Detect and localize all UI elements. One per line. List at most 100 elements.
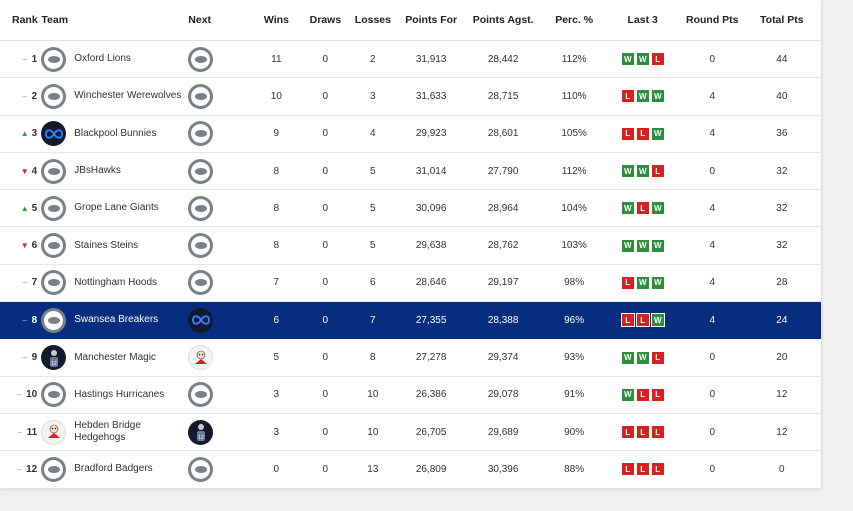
table-row[interactable]: –11 Hebden Bridge Hedgehogs 12 3 0 10 26,705 29… <box>0 414 821 452</box>
perc-cell: 90% <box>564 426 585 438</box>
team-logo-icon[interactable] <box>41 83 67 109</box>
loss-badge: L <box>620 462 635 477</box>
team-logo-icon[interactable] <box>41 46 67 72</box>
table-row[interactable]: –7 Nottingham Hoods 7 0 6 28,646 29,197 98% L W W 4… <box>0 265 821 303</box>
next-opponent-logo-icon[interactable] <box>188 382 214 408</box>
team-logo-icon[interactable] <box>41 158 67 184</box>
round-pts-cell: 0 <box>709 389 716 401</box>
draws-cell: 0 <box>322 352 329 364</box>
losses-cell: 5 <box>370 202 376 214</box>
rank-same-icon: – <box>22 315 27 325</box>
rank-number: 8 <box>31 314 38 326</box>
wins-cell: 8 <box>273 202 280 214</box>
table-body: –1 Oxford Lions 11 0 2 31,913 28,442 112% W W L 0 44… <box>0 41 821 489</box>
next-opponent-logo-icon[interactable] <box>188 121 214 147</box>
header-perc[interactable]: Perc. % <box>555 14 594 26</box>
team-logo-icon[interactable] <box>41 270 67 296</box>
wins-cell: 8 <box>273 240 280 252</box>
header-rank[interactable]: Rank <box>12 14 38 26</box>
next-opponent-logo-icon[interactable] <box>188 456 214 482</box>
table-row[interactable]: –1 Oxford Lions 11 0 2 31,913 28,442 112% W W L 0 44 <box>0 41 821 79</box>
points-for-cell: 31,633 <box>415 90 447 102</box>
rank-cell: –11 <box>0 427 41 438</box>
table-row[interactable]: ▲ 3 Blackpool Bunnies 9 0 4 29,923 28,601 105% L L… <box>0 116 821 153</box>
win-badge: W <box>620 52 635 67</box>
next-opponent-logo-icon[interactable] <box>188 345 214 371</box>
next-opponent-logo-icon[interactable] <box>188 158 214 184</box>
rank-same-icon: – <box>16 464 22 474</box>
team-name[interactable]: Bradford Badgers <box>74 463 153 475</box>
total-pts-cell: 32 <box>776 240 788 252</box>
team-logo-icon[interactable] <box>41 456 67 482</box>
table-row[interactable]: ▲ 5 Grope Lane Giants 8 0 5 30,096 28,964 104% W L… <box>0 190 821 228</box>
next-opponent-logo-icon[interactable] <box>188 307 214 333</box>
header-team[interactable]: Team <box>41 14 69 26</box>
team-logo-icon[interactable] <box>41 419 67 445</box>
header-points-agst[interactable]: Points Agst. <box>472 14 534 26</box>
team-cell: Nottingham Hoods <box>41 270 188 296</box>
team-name[interactable]: Nottingham Hoods <box>74 276 158 288</box>
wins-cell: 8 <box>273 165 280 177</box>
next-opponent-logo-icon[interactable] <box>188 83 214 109</box>
team-logo-icon[interactable] <box>41 195 67 221</box>
points-agst-cell: 30,396 <box>487 463 519 475</box>
header-total-pts[interactable]: Total Pts <box>760 14 804 26</box>
next-opponent-cell <box>188 456 247 482</box>
team-name[interactable]: Blackpool Bunnies <box>74 127 157 139</box>
team-logo-icon[interactable] <box>41 307 67 333</box>
header-points-for[interactable]: Points For <box>405 14 458 26</box>
team-name[interactable]: Staines Steins <box>74 239 139 251</box>
rank-number: 3 <box>31 128 38 140</box>
header-next[interactable]: Next <box>188 14 212 26</box>
table-row[interactable]: ▼ 4 JBsHawks 8 0 5 31,014 27,790 112% W W L 0 32 <box>0 153 821 191</box>
table-row[interactable]: –12 Bradford Badgers 0 0 13 26,809 30,396 88% L L… <box>0 451 821 489</box>
draws-cell: 0 <box>322 128 329 140</box>
header-draws[interactable]: Draws <box>309 14 342 26</box>
win-badge: W <box>635 89 650 104</box>
team-name[interactable]: Hebden Bridge Hedgehogs <box>74 420 141 444</box>
next-opponent-logo-icon[interactable] <box>188 195 214 221</box>
total-pts-cell: 0 <box>779 463 785 475</box>
team-name[interactable]: Swansea Breakers <box>74 314 159 326</box>
table-row[interactable]: –8 Swansea Breakers 6 0 7 27,355 28,388 96% L L W 4… <box>0 302 821 340</box>
team-name[interactable]: Winchester Werewolves <box>74 90 182 102</box>
loss-badge: L <box>620 425 635 440</box>
next-opponent-logo-icon[interactable]: 12 <box>188 419 214 445</box>
next-opponent-logo-icon[interactable] <box>188 270 214 296</box>
next-opponent-logo-icon[interactable] <box>188 46 214 72</box>
next-opponent-logo-icon[interactable] <box>188 233 214 259</box>
team-logo-icon[interactable]: 12 <box>41 345 67 371</box>
rank-number: 2 <box>31 90 38 102</box>
team-logo-icon[interactable] <box>41 382 67 408</box>
table-row[interactable]: –9 12 Manchester Magic 5 0 8 27,278 29,374 93% W W… <box>0 339 821 377</box>
draws-cell: 0 <box>322 314 329 326</box>
header-wins[interactable]: Wins <box>263 14 289 26</box>
header-losses[interactable]: Losses <box>354 14 391 26</box>
round-pts-cell: 4 <box>709 314 716 326</box>
rank-same-icon: – <box>22 353 27 363</box>
losses-cell: 5 <box>370 165 376 177</box>
team-logo-icon[interactable] <box>41 233 67 259</box>
draws-cell: 0 <box>322 389 329 401</box>
points-agst-cell: 29,078 <box>487 389 519 401</box>
points-for-cell: 29,638 <box>415 240 447 252</box>
team-logo-icon[interactable] <box>41 121 67 147</box>
table-row[interactable]: ▼ 6 Staines Steins 8 0 5 29,638 28,762 103% W W W 4 3… <box>0 227 821 265</box>
rank-cell: –1 <box>0 54 41 65</box>
round-pts-cell: 4 <box>709 240 716 252</box>
table-row[interactable]: –10 Hastings Hurricanes 3 0 10 26,386 29,078 91… <box>0 377 821 414</box>
header-last3[interactable]: Last 3 <box>627 14 658 26</box>
table-row[interactable]: –2 Winchester Werewolves 10 0 3 31,633 28,715 1… <box>0 78 821 116</box>
team-name[interactable]: Hastings Hurricanes <box>74 388 165 400</box>
team-name[interactable]: Grope Lane Giants <box>74 202 159 214</box>
team-name[interactable]: Oxford Lions <box>74 53 131 65</box>
header-round-pts[interactable]: Round Pts <box>686 14 739 26</box>
rank-down-icon: ▼ <box>20 241 29 251</box>
team-name[interactable]: JBsHawks <box>74 165 121 177</box>
round-pts-cell: 4 <box>709 90 716 102</box>
win-badge: W <box>635 350 650 365</box>
wins-cell: 3 <box>273 389 280 401</box>
team-name[interactable]: Manchester Magic <box>74 351 156 363</box>
